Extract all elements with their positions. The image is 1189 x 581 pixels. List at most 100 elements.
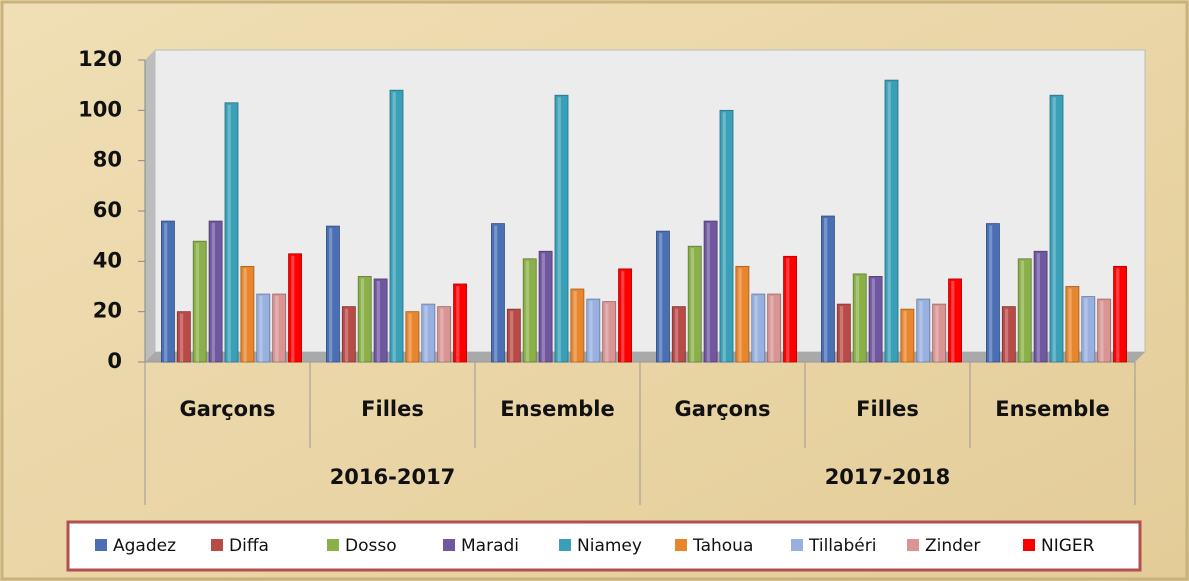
legend-label: Zinder (925, 536, 980, 556)
bar (389, 89, 404, 363)
bar (618, 268, 632, 363)
bar-highlight (674, 308, 679, 362)
bar-highlight (1036, 253, 1040, 362)
legend-swatch (1023, 539, 1035, 551)
bar-highlight (494, 225, 498, 362)
bar (1017, 258, 1032, 363)
bar-highlight (887, 82, 891, 362)
bar-highlight (589, 301, 593, 362)
bar (719, 109, 734, 363)
x-tick-label: Ensemble (500, 397, 614, 421)
bar (453, 283, 467, 363)
legend-swatch (675, 539, 687, 551)
bar-highlight (855, 275, 860, 362)
bar (868, 276, 883, 363)
legend-label: Tahoua (692, 536, 753, 556)
bar (783, 255, 797, 363)
bar (357, 276, 372, 363)
y-tick-label: 40 (93, 248, 122, 272)
bar (1113, 265, 1127, 363)
bar (161, 220, 175, 363)
bar-highlight (525, 260, 530, 362)
bar (405, 311, 420, 363)
bar (341, 306, 356, 363)
bar-highlight (754, 296, 758, 362)
legend-label: Niamey (577, 536, 642, 556)
bar (900, 308, 915, 363)
bar-highlight (557, 97, 561, 362)
bar-highlight (509, 311, 514, 362)
bar (538, 250, 553, 363)
bar-highlight (1020, 260, 1025, 362)
bar (836, 303, 851, 363)
bar (1065, 286, 1080, 363)
bar (208, 220, 223, 363)
bar (671, 306, 686, 363)
bar (703, 220, 718, 363)
bar (602, 301, 617, 363)
bar-highlight (786, 258, 790, 362)
bar-highlight (275, 296, 279, 362)
y-tick-label: 100 (78, 97, 122, 121)
bar (437, 306, 452, 363)
bar (884, 79, 899, 363)
bar-highlight (903, 311, 907, 362)
bar (751, 293, 766, 363)
bar-highlight (573, 291, 577, 362)
y-tick-label: 0 (107, 349, 122, 373)
bar-highlight (440, 308, 444, 362)
bar (373, 278, 388, 363)
bar-highlight (871, 278, 875, 362)
bar (586, 298, 601, 363)
bar (272, 293, 287, 363)
bar (176, 311, 191, 363)
legend-label: Agadez (113, 536, 176, 556)
legend-label: Tillabéri (808, 536, 876, 556)
bar (656, 230, 670, 363)
bar (491, 223, 505, 363)
legend-label: Diffa (229, 536, 269, 556)
bar-highlight (424, 306, 428, 362)
bar (554, 94, 569, 363)
plot-side (145, 50, 155, 362)
bar (288, 253, 302, 363)
bar (326, 225, 340, 363)
bar (852, 273, 867, 363)
bar (224, 102, 239, 363)
bar (1081, 296, 1096, 363)
bar-highlight (227, 104, 231, 363)
bar (687, 245, 702, 363)
legend-box (66, 520, 1142, 572)
legend-swatch (907, 539, 919, 551)
plot-area (154, 49, 1146, 353)
bar-highlight (706, 223, 710, 362)
bar-highlight (376, 280, 380, 362)
bar-highlight (1100, 301, 1104, 362)
bar-highlight (1068, 288, 1072, 362)
x-tick-label: Ensemble (995, 397, 1109, 421)
bar-highlight (951, 280, 955, 362)
bar (821, 215, 835, 363)
bar-highlight (211, 223, 215, 362)
bar (192, 240, 207, 363)
legend-label: Maradi (461, 536, 519, 556)
bar-highlight (179, 313, 184, 362)
bar (916, 298, 931, 363)
bar (932, 303, 947, 363)
legend-swatch (211, 539, 223, 551)
legend-swatch (95, 539, 107, 551)
bar-highlight (659, 233, 663, 362)
group-label: 2017-2018 (825, 465, 951, 489)
bar-highlight (329, 228, 333, 362)
bar-highlight (605, 303, 609, 362)
bar (735, 265, 750, 363)
bar-highlight (919, 301, 923, 362)
y-tick-label: 80 (93, 148, 122, 172)
legend-swatch (327, 539, 339, 551)
bar-highlight (935, 306, 939, 362)
legend-swatch (791, 539, 803, 551)
bar (240, 265, 255, 363)
bar-highlight (243, 268, 247, 362)
legend-label: Dosso (345, 536, 397, 556)
